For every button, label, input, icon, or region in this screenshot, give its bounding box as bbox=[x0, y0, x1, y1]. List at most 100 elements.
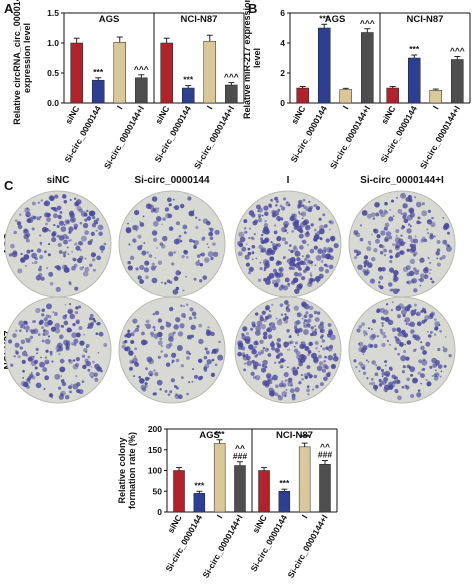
colony-dot bbox=[417, 216, 421, 220]
colony-dot bbox=[14, 342, 20, 348]
colony-dot bbox=[321, 253, 327, 259]
colony-dot bbox=[414, 270, 419, 275]
colony-dot bbox=[412, 253, 417, 257]
colony-dot bbox=[25, 238, 30, 243]
colony-dot bbox=[252, 323, 256, 328]
colony-dot bbox=[433, 373, 437, 378]
colony-dot bbox=[92, 317, 96, 321]
colony-dot bbox=[245, 332, 249, 336]
colony-dot bbox=[381, 380, 387, 386]
colony-dot bbox=[414, 196, 417, 199]
colony-dot bbox=[379, 328, 383, 332]
colony-dot bbox=[178, 234, 182, 238]
colony-dot bbox=[251, 244, 256, 249]
colony-dot bbox=[320, 260, 324, 263]
colony-dot bbox=[416, 321, 422, 327]
bar-ags-2 bbox=[213, 443, 226, 513]
colony-dot bbox=[71, 250, 74, 253]
colony-dot bbox=[188, 210, 195, 217]
colony-dot bbox=[293, 263, 295, 266]
colony-dot bbox=[273, 282, 279, 288]
colony-dot bbox=[202, 218, 209, 224]
colony-dot bbox=[259, 261, 262, 264]
colony-dot bbox=[82, 270, 89, 277]
colony-dot bbox=[320, 328, 325, 334]
colony-dot bbox=[59, 358, 65, 364]
colony-dot bbox=[140, 384, 147, 391]
colony-dot bbox=[18, 320, 25, 327]
significance-mark: *** bbox=[194, 480, 205, 490]
colony-dot bbox=[286, 201, 289, 204]
colony-dot bbox=[151, 262, 155, 266]
significance-mark: ### bbox=[233, 451, 247, 461]
colony-dot bbox=[207, 326, 210, 329]
colony-dot bbox=[383, 226, 388, 231]
significance-mark: *** bbox=[279, 478, 290, 488]
colony-dot bbox=[286, 308, 291, 313]
colony-dot bbox=[280, 284, 284, 288]
colony-dot bbox=[429, 277, 433, 281]
colony-dot bbox=[193, 374, 199, 379]
colony-dot bbox=[411, 277, 418, 284]
colony-dot bbox=[406, 340, 412, 345]
colony-dot bbox=[388, 216, 394, 222]
colony-dot bbox=[402, 203, 408, 209]
colony-dot bbox=[288, 249, 291, 251]
colony-dot bbox=[139, 378, 145, 384]
colony-dot bbox=[395, 254, 399, 258]
colony-dot bbox=[144, 382, 148, 386]
colony-dot bbox=[21, 359, 26, 364]
colony-dot bbox=[170, 378, 176, 383]
colony-dot bbox=[19, 329, 22, 332]
colony-dot bbox=[248, 271, 252, 275]
colony-dot bbox=[247, 251, 252, 256]
colony-dot bbox=[58, 250, 63, 254]
colony-dot bbox=[168, 336, 174, 342]
colony-dot bbox=[380, 368, 384, 372]
colony-dot bbox=[154, 256, 157, 259]
colony-dot bbox=[398, 330, 402, 334]
colony-dot bbox=[26, 378, 31, 383]
colony-dot bbox=[419, 277, 424, 283]
colony-dot bbox=[74, 362, 80, 368]
colony-dot bbox=[143, 241, 146, 245]
colony-dot bbox=[237, 351, 242, 357]
colony-dot bbox=[442, 217, 445, 219]
colony-dot bbox=[429, 331, 433, 334]
colony-dot bbox=[52, 311, 55, 314]
colony-dot bbox=[257, 217, 263, 223]
colony-dot bbox=[165, 362, 171, 367]
colony-dot bbox=[307, 281, 313, 288]
colony-dot bbox=[22, 381, 29, 388]
colony-dot bbox=[377, 202, 380, 206]
colony-dot bbox=[383, 335, 387, 338]
colony-dot bbox=[381, 371, 386, 376]
colony-dot bbox=[153, 237, 158, 242]
colony-dot bbox=[39, 254, 44, 260]
colony-dot bbox=[64, 394, 70, 400]
colony-dot bbox=[259, 267, 263, 271]
colony-dot bbox=[323, 224, 328, 228]
colony-dot bbox=[87, 368, 91, 372]
colony-dot bbox=[262, 380, 269, 386]
plate-disc bbox=[348, 296, 456, 404]
colony-dot bbox=[314, 331, 317, 334]
colony-dot bbox=[79, 255, 84, 260]
colony-dot bbox=[45, 303, 52, 310]
colony-dot bbox=[241, 333, 245, 337]
colony-dot bbox=[186, 303, 189, 306]
colony-dot bbox=[127, 329, 131, 333]
colony-dot bbox=[303, 323, 308, 329]
colony-dot bbox=[154, 372, 159, 377]
colony-dot bbox=[68, 359, 71, 362]
colony-dot bbox=[39, 361, 46, 368]
colony-dot bbox=[50, 326, 57, 332]
colony-dot bbox=[97, 224, 104, 231]
colony-dot bbox=[422, 267, 429, 274]
colony-dot bbox=[303, 205, 307, 210]
colony-dot bbox=[44, 321, 50, 328]
colony-dot bbox=[203, 355, 208, 360]
colony-dot bbox=[56, 234, 60, 238]
colony-dot bbox=[52, 213, 58, 219]
colony-dot bbox=[318, 350, 320, 353]
